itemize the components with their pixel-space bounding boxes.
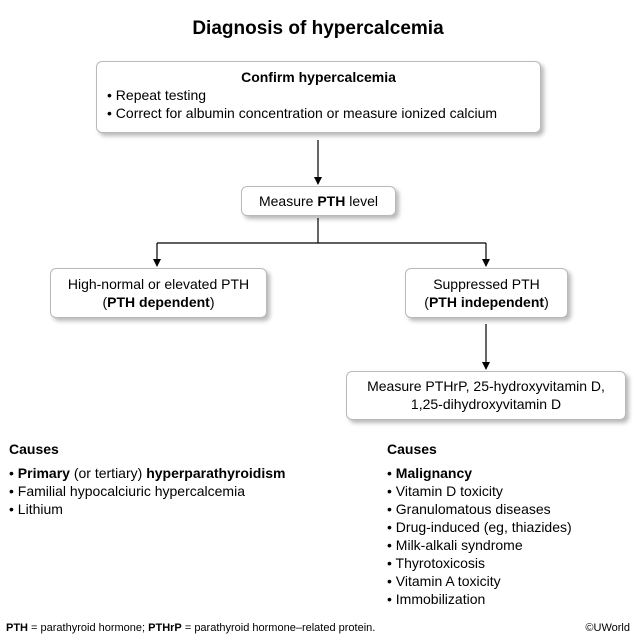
pth-independent-box: Suppressed PTH (PTH independent) <box>405 268 568 318</box>
measure-pthrp-line2: 1,25-dihydroxyvitamin D <box>410 396 562 412</box>
cause-item: • Vitamin D toxicity <box>387 483 503 499</box>
pth-dependent-line1: High-normal or elevated PTH <box>67 276 250 292</box>
cause-primary-hyperparathyroidism: • Primary (or tertiary) hyperparathyroid… <box>9 465 286 481</box>
confirm-bullet-repeat: • Repeat testing <box>107 87 207 103</box>
measure-pthrp-box: Measure PTHrP, 25-hydroxyvitamin D, 1,25… <box>346 371 626 420</box>
abbreviations-footnote: PTH = parathyroid hormone; PTHrP = parat… <box>6 622 376 634</box>
causes-right-heading: Causes <box>387 441 437 457</box>
cause-item: • Granulomatous diseases <box>387 501 551 517</box>
confirm-hypercalcemia-box: Confirm hypercalcemia • Repeat testing •… <box>96 61 541 133</box>
cause-fhh: • Familial hypocalciuric hypercalcemia <box>9 483 245 499</box>
causes-pth-dependent: Causes • Primary (or tertiary) hyperpara… <box>9 440 285 518</box>
measure-pth-box: Measure PTH level <box>241 186 396 216</box>
cause-malignancy: • Malignancy <box>387 465 473 481</box>
confirm-bullet-correct: • Correct for albumin concentration or m… <box>107 105 498 121</box>
cause-item: • Vitamin A toxicity <box>387 573 501 589</box>
confirm-heading: Confirm hypercalcemia <box>241 69 396 85</box>
cause-item: • Immobilization <box>387 591 486 607</box>
pth-independent-line2: (PTH independent) <box>424 294 549 310</box>
cause-lithium: • Lithium <box>9 501 63 517</box>
cause-item: • Drug-induced (eg, thiazides) <box>387 519 572 535</box>
pth-dependent-line2: (PTH dependent) <box>102 294 215 310</box>
causes-left-heading: Causes <box>9 441 59 457</box>
pth-independent-line1: Suppressed PTH <box>433 276 540 292</box>
cause-item: • Thyrotoxicosis <box>387 555 486 571</box>
cause-item: • Milk-alkali syndrome <box>387 537 523 553</box>
diagram-title: Diagnosis of hypercalcemia <box>192 18 444 39</box>
copyright-notice: ©UWorld <box>585 622 630 634</box>
pth-dependent-box: High-normal or elevated PTH (PTH depende… <box>50 268 267 318</box>
causes-pth-independent: Causes • Malignancy • Vitamin D toxicity… <box>387 440 572 608</box>
measure-pthrp-line1: Measure PTHrP, 25-hydroxyvitamin D, <box>367 378 605 394</box>
